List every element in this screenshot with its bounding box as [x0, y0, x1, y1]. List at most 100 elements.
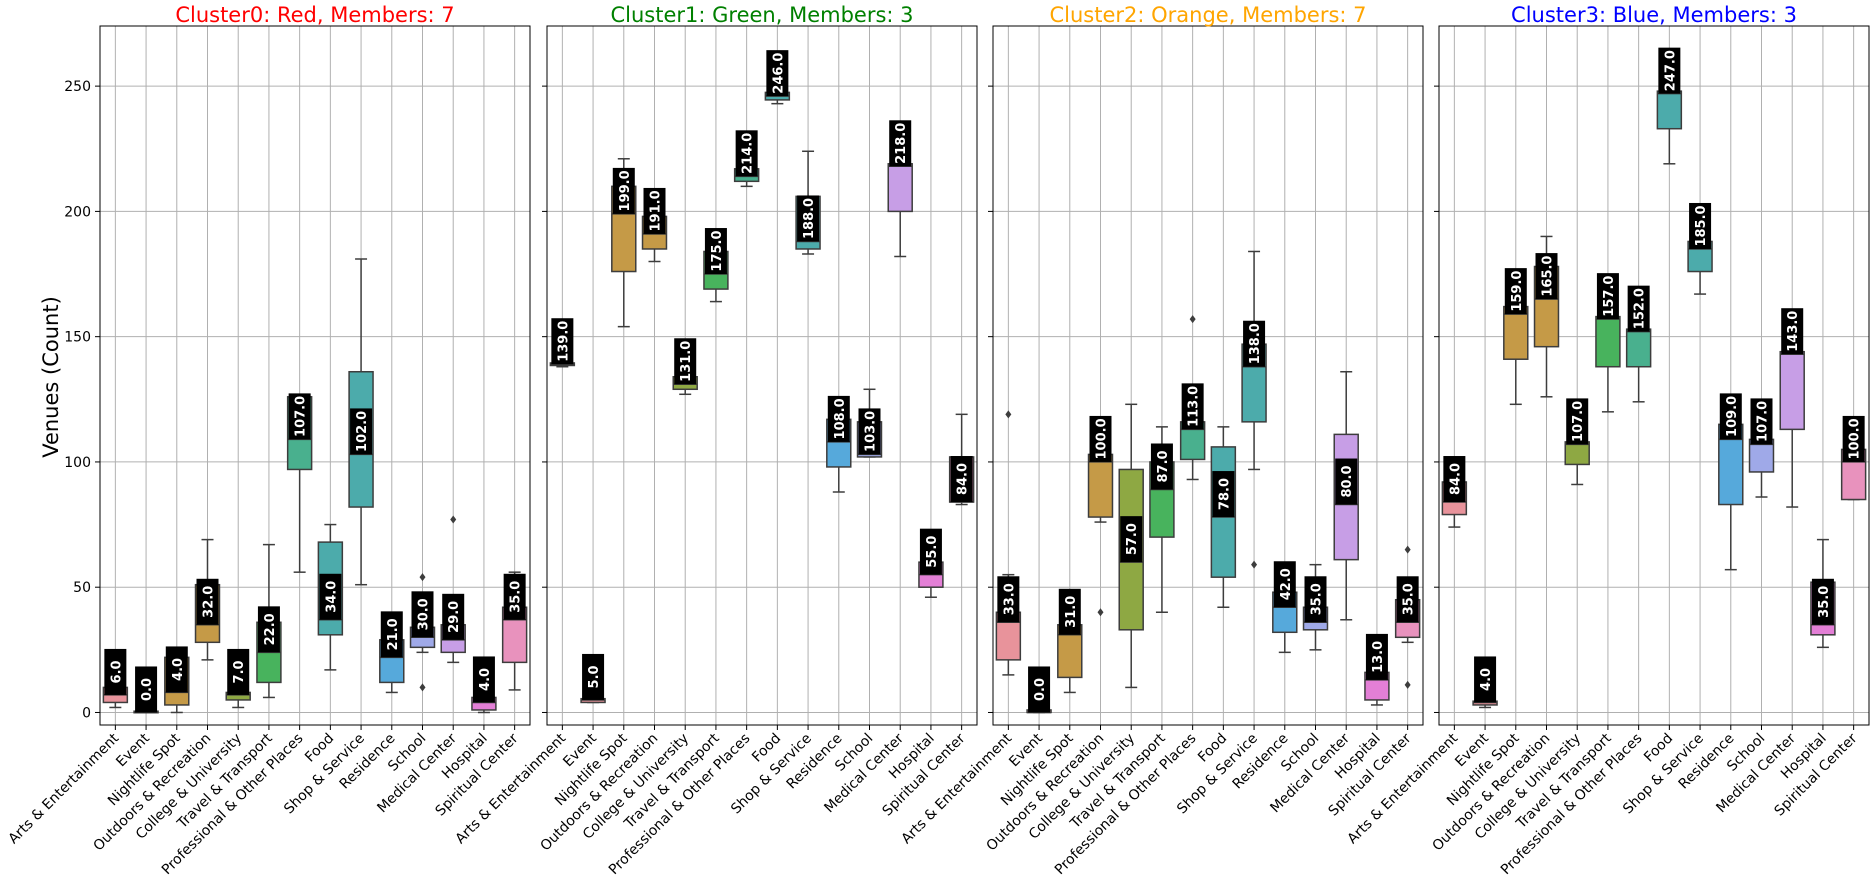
median-value-label: 185.0 — [1694, 205, 1709, 246]
y-tick-label: 50 — [73, 580, 91, 596]
median-label-bg — [1474, 656, 1497, 703]
median-label-bg — [766, 50, 789, 97]
median-value-label: 152.0 — [1633, 288, 1648, 329]
outlier-point — [1404, 680, 1411, 689]
box-professional-other-places: 113.0 — [1179, 315, 1206, 481]
box-iqr — [1564, 441, 1590, 466]
median-label-bg — [1750, 398, 1773, 445]
median-value-label: 131.0 — [679, 341, 694, 382]
box-travel-transport: 175.0 — [703, 228, 729, 303]
median-value-label: 31.0 — [1064, 596, 1079, 628]
median-label-bg — [1120, 516, 1143, 563]
median-label-bg — [582, 653, 605, 700]
median-value-label: 22.0 — [263, 613, 278, 645]
y-tick-label: 250 — [64, 79, 91, 95]
box-event: 0.0 — [1026, 666, 1052, 714]
y-tick-label: 200 — [64, 204, 91, 220]
panel-title: Cluster0: Red, Members: 7 — [175, 3, 454, 27]
median-value-label: 165.0 — [1541, 256, 1556, 297]
box-medical-center: 143.0 — [1779, 308, 1805, 508]
outlier-point — [419, 683, 426, 692]
box-professional-other-places: 152.0 — [1625, 285, 1652, 403]
box-college-university: 57.0 — [1118, 403, 1144, 689]
median-label-bg — [674, 338, 697, 385]
median-value-label: 4.0 — [1479, 668, 1494, 691]
box-arts-entertainment: 33.0 — [995, 410, 1022, 676]
y-tick-label: 150 — [64, 330, 91, 346]
box-event: 4.0 — [1472, 656, 1498, 709]
median-value-label: 100.0 — [1095, 418, 1110, 459]
median-value-label: 139.0 — [556, 321, 571, 362]
median-label-bg — [1089, 415, 1112, 462]
median-label-bg — [1658, 47, 1681, 94]
box-iqr — [1779, 350, 1805, 431]
median-value-label: 188.0 — [802, 198, 817, 239]
median-value-label: 4.0 — [171, 658, 186, 681]
box-shop-service: 188.0 — [795, 150, 821, 255]
box-school: 35.0 — [1302, 563, 1329, 651]
median-label-bg — [1535, 253, 1558, 300]
median-value-label: 29.0 — [447, 601, 462, 633]
median-value-label: 35.0 — [509, 581, 524, 613]
outlier-point — [1005, 410, 1012, 419]
median-value-label: 35.0 — [1310, 583, 1325, 615]
median-value-label: 218.0 — [894, 123, 909, 164]
median-label-bg — [735, 130, 758, 177]
box-iqr — [887, 163, 913, 213]
median-label-bg — [551, 318, 574, 365]
median-label-bg — [1811, 578, 1834, 625]
median-value-label: 143.0 — [1786, 311, 1801, 352]
median-value-label: 30.0 — [417, 598, 432, 630]
y-tick-label: 100 — [64, 455, 91, 471]
median-label-bg — [858, 408, 881, 455]
box-nightlife-spot: 4.0 — [164, 646, 190, 714]
median-label-bg — [1273, 561, 1296, 608]
median-label-bg — [1842, 415, 1865, 462]
median-label-bg — [1396, 576, 1419, 623]
box-food: 247.0 — [1656, 47, 1683, 165]
median-label-bg — [1150, 443, 1173, 490]
median-value-label: 78.0 — [1217, 478, 1232, 510]
median-label-bg — [612, 167, 635, 214]
median-label-bg — [827, 395, 850, 442]
median-value-label: 0.0 — [1033, 678, 1048, 701]
box-outdoors-recreation: 100.0 — [1087, 415, 1114, 617]
box-medical-center: 29.0 — [440, 515, 466, 664]
median-value-label: 103.0 — [864, 411, 879, 452]
box-residence: 42.0 — [1272, 561, 1298, 654]
box-arts-entertainment: 6.0 — [102, 648, 129, 709]
box-travel-transport: 87.0 — [1149, 426, 1175, 614]
y-axis-label: Venues (Count) — [39, 296, 63, 458]
axes-frame — [99, 25, 531, 726]
box-iqr — [1595, 315, 1621, 368]
box-outdoors-recreation: 32.0 — [194, 538, 221, 661]
box-hospital: 13.0 — [1364, 633, 1390, 706]
box-outdoors-recreation: 165.0 — [1533, 235, 1560, 398]
box-professional-other-places: 214.0 — [733, 130, 760, 188]
box-college-university: 131.0 — [672, 338, 698, 396]
median-label-bg — [257, 606, 280, 653]
median-label-bg — [1181, 383, 1204, 430]
median-label-bg — [950, 456, 973, 503]
median-value-label: 4.0 — [478, 668, 493, 691]
median-label-bg — [196, 578, 219, 625]
median-value-label: 33.0 — [1002, 583, 1017, 615]
box-residence: 108.0 — [826, 395, 852, 493]
panel-title: Cluster1: Green, Members: 3 — [610, 3, 913, 27]
median-value-label: 13.0 — [1371, 641, 1386, 673]
median-label-bg — [442, 593, 465, 640]
box-spiritual-center: 100.0 — [1840, 415, 1867, 501]
outlier-point — [1189, 315, 1196, 324]
box-food: 34.0 — [317, 523, 344, 671]
median-value-label: 57.0 — [1125, 523, 1140, 555]
median-label-bg — [1243, 320, 1266, 367]
median-label-bg — [288, 393, 311, 440]
median-value-label: 107.0 — [294, 396, 309, 437]
box-spiritual-center: 35.0 — [501, 571, 528, 691]
box-residence: 21.0 — [379, 611, 405, 694]
box-nightlife-spot: 159.0 — [1503, 268, 1529, 406]
